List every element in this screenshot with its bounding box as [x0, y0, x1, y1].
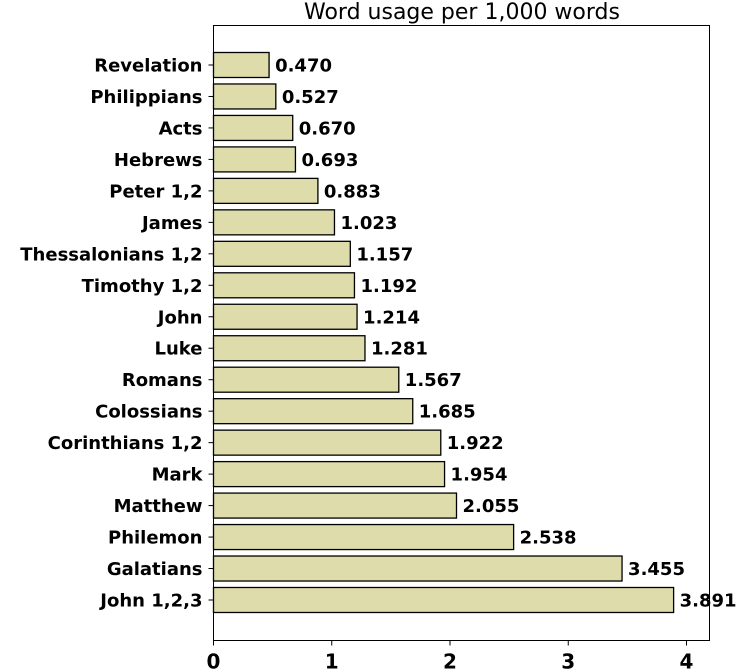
bar [212, 114, 294, 142]
bar [212, 429, 442, 456]
value-label: 1.214 [363, 307, 420, 328]
bar [212, 335, 366, 362]
value-label: 1.922 [447, 433, 504, 454]
value-label: 1.157 [356, 244, 413, 265]
category-label: Colossians [95, 402, 202, 423]
value-label: 0.670 [299, 118, 356, 139]
category-label: Peter 1,2 [109, 181, 202, 202]
value-label: 0.883 [324, 181, 381, 202]
value-label: 2.055 [463, 496, 520, 517]
bar [212, 272, 356, 299]
category-label: Philemon [108, 528, 203, 549]
category-label: Romans [122, 370, 203, 391]
bar [212, 240, 351, 267]
category-label: Revelation [94, 56, 202, 77]
bar [212, 523, 515, 551]
chart-title: Word usage per 1,000 words [304, 0, 620, 25]
category-label: James [140, 213, 203, 234]
x-tick-label: 0 [207, 650, 221, 671]
bar [212, 303, 358, 330]
value-label: 1.685 [419, 402, 476, 423]
category-label: Hebrews [114, 150, 203, 171]
x-tick-label: 4 [680, 650, 694, 671]
category-label: Acts [159, 118, 203, 139]
category-label: Thessalonians 1,2 [20, 244, 202, 265]
x-tick-label: 3 [561, 650, 575, 671]
bar [212, 555, 623, 582]
value-label: 1.192 [360, 276, 417, 297]
bar [212, 460, 446, 488]
value-label: 3.891 [680, 590, 737, 611]
x-tick-label: 1 [325, 650, 339, 671]
category-label: Galatians [107, 559, 203, 580]
category-label: Matthew [114, 496, 203, 517]
category-label: Corinthians 1,2 [48, 433, 203, 454]
bar [212, 492, 458, 519]
value-label: 0.527 [282, 87, 339, 108]
value-label: 2.538 [520, 528, 577, 549]
x-tick-label: 2 [443, 650, 457, 671]
bar [212, 366, 400, 393]
value-label: 3.455 [628, 559, 685, 580]
category-label: John [156, 307, 203, 328]
category-label: Philippians [90, 87, 202, 108]
value-label: 1.954 [451, 465, 508, 486]
bar [212, 177, 319, 205]
value-label: 1.567 [405, 370, 462, 391]
bar [212, 209, 336, 236]
category-label: John 1,2,3 [98, 590, 202, 611]
value-label: 0.470 [275, 56, 332, 77]
value-label: 1.023 [340, 213, 397, 234]
value-label: 0.693 [301, 150, 358, 171]
value-label: 1.281 [371, 339, 428, 360]
bar [212, 146, 297, 173]
category-label: Timothy 1,2 [82, 276, 203, 297]
bar [212, 83, 277, 110]
bar [212, 51, 270, 79]
plot-frame [213, 25, 710, 641]
bar [212, 398, 414, 425]
category-label: Mark [152, 465, 204, 486]
category-label: Luke [155, 339, 203, 360]
bar [212, 586, 675, 614]
